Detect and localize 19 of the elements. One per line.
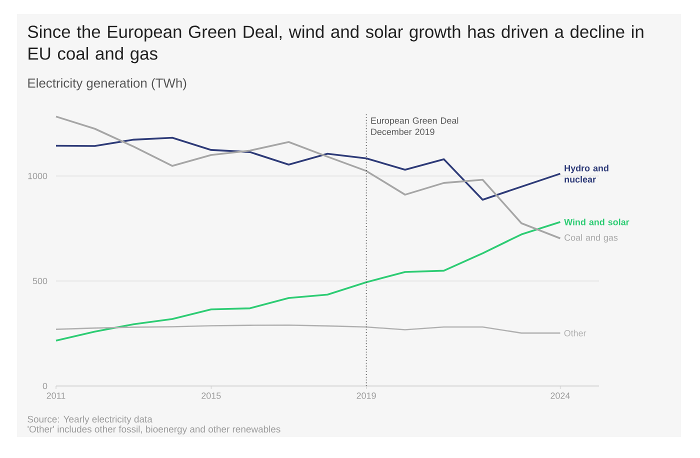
line-series xyxy=(55,116,562,240)
x-tick-label: 2011 xyxy=(46,392,66,399)
line-series xyxy=(55,324,561,334)
chart-subtitle: Electricity generation (TWh) xyxy=(28,78,186,90)
chart-title: Since the European Green Deal, wind and solar growth has driven a decline in EU coal and gas xyxy=(28,25,644,64)
x-tick-label: 2019 xyxy=(356,392,376,399)
ref-line-label: European Green Deal December 2019 xyxy=(371,117,458,135)
series-label: Hydro and nuclear xyxy=(564,164,608,183)
source-note: Source: Yearly electricity data xyxy=(28,416,152,424)
series-label: Other xyxy=(564,330,586,336)
x-tick-label: 2024 xyxy=(550,392,570,399)
series-label: Wind and solar xyxy=(564,218,630,226)
y-tick-label: 0 xyxy=(42,382,48,390)
line-series xyxy=(55,221,562,342)
y-tick-label: 500 xyxy=(32,278,48,284)
x-tick-label: 2015 xyxy=(202,392,221,399)
series-label: Coal and gas xyxy=(564,234,618,243)
y-tick-label: 1000 xyxy=(28,172,48,180)
text: 'Other' includes other fossil, bioenergy and other renewables xyxy=(28,426,280,434)
